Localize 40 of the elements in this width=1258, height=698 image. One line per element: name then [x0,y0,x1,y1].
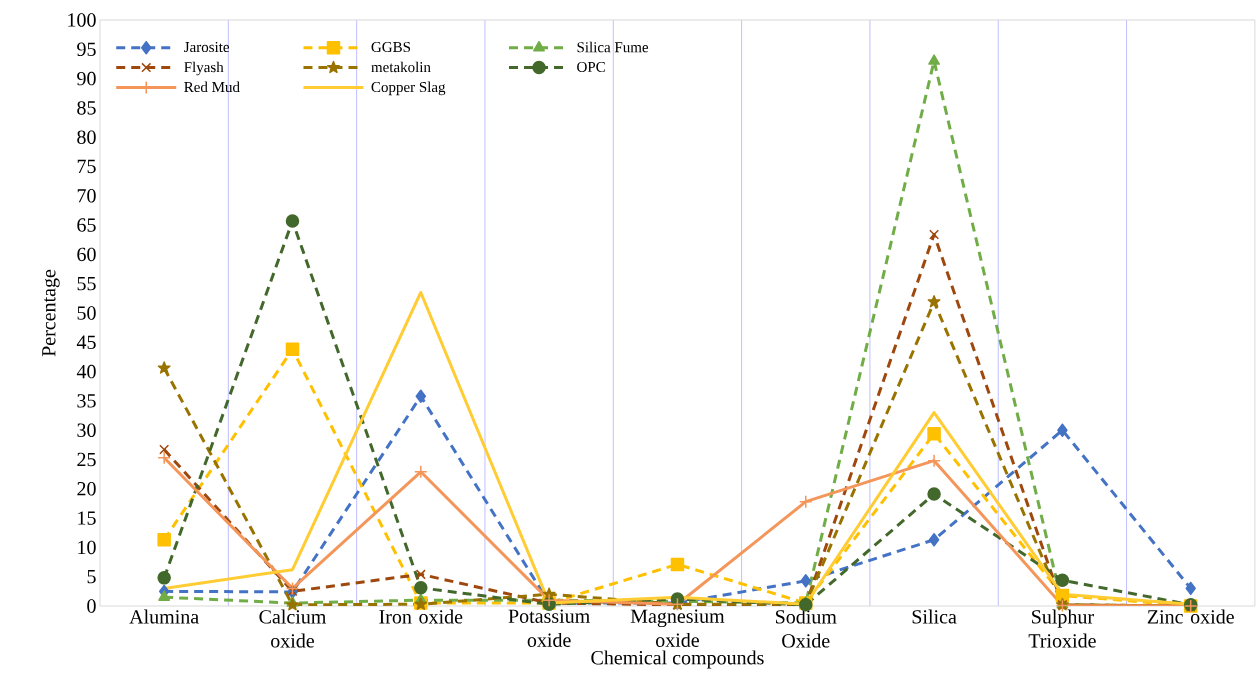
legend-label: metakolin [371,61,431,73]
y-tick-label: 30 [77,423,96,437]
y-tick-label: 0 [87,599,96,613]
legend-label: Flyash [184,61,224,76]
x-tick-label: Sodium Oxide [775,609,837,648]
y-tick-label: 10 [78,540,96,555]
legend-label: GGBS [371,41,411,53]
y-tick-label: 90 [77,71,96,86]
x-tick-label: Alumina [129,609,199,624]
y-tick-label: 5 [87,570,96,584]
y-tick-label: 75 [77,159,96,174]
y-tick-label: 50 [77,306,96,320]
x-tick-label: Potassium oxide [508,609,590,647]
x-tick-label: Calcium oxide [259,609,327,648]
y-tick-label: 80 [77,130,96,144]
y-tick-label: 95 [77,42,96,57]
legend-label: Jarosite [184,41,230,53]
x-tick-label: Zinc oxide [1147,609,1234,624]
legend-label: OPC [577,61,605,72]
y-tick-label: 15 [78,511,96,525]
y-tick-label: 65 [77,218,96,232]
y-tick-label: 40 [76,364,96,379]
y-tick-label: 45 [76,335,96,349]
y-tick-label: 100 [68,13,96,27]
y-axis-title: Percentage [42,269,60,357]
x-tick-label: Magnesium oxide [630,609,725,647]
x-tick-label: Silica [912,609,957,624]
y-tick-label: 20 [77,482,96,496]
legend-label: Silica Fume [577,41,649,53]
x-axis-title: Chemical compounds [591,650,764,669]
y-tick-label: 35 [77,394,96,408]
y-tick-label: 70 [77,189,96,203]
y-tick-label: 55 [77,277,96,291]
y-tick-label: 25 [77,452,96,467]
y-tick-label: 60 [77,247,96,262]
y-tick-label: 85 [77,101,96,115]
x-tick-label: Iron oxide [379,609,463,624]
legend-label: Copper Slag [371,81,446,96]
legend-label: Red Mud [184,81,240,93]
x-tick-label: Sulphur Trioxide [1028,609,1096,648]
